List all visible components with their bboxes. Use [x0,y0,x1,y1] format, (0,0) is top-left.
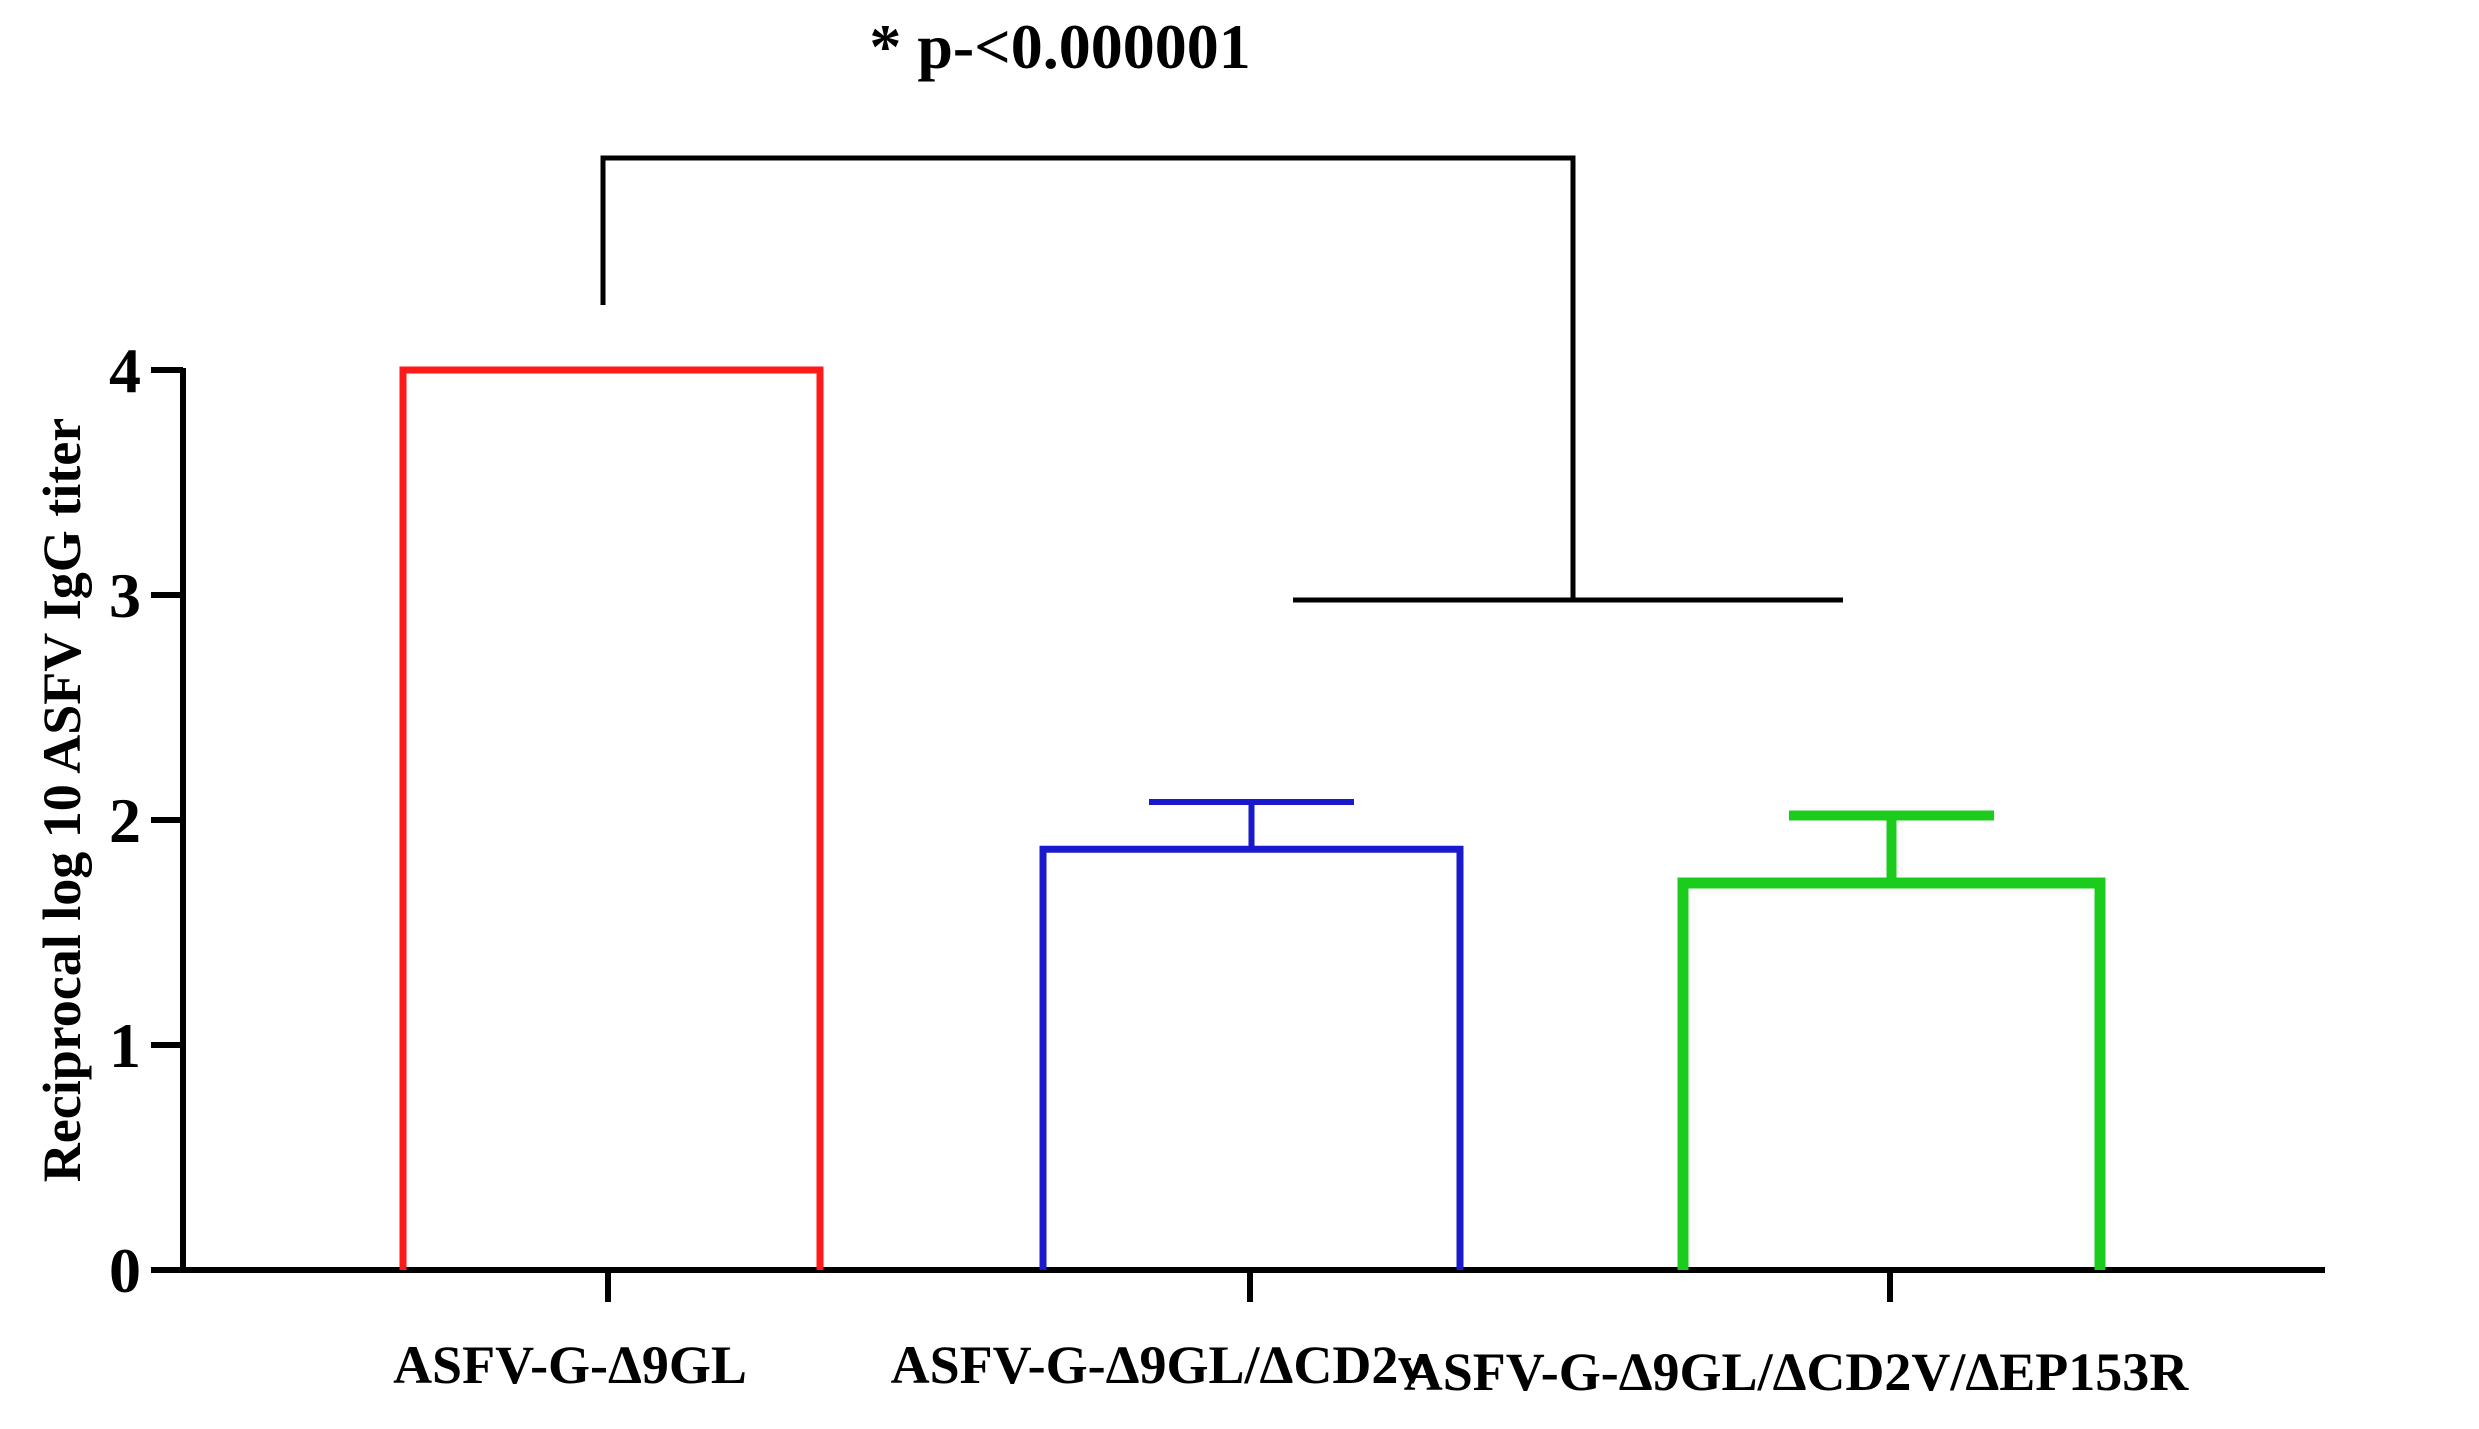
significance-annotation: * p-<0.000001 [600,11,1843,603]
y-axis-label: Reciprocal log 10 ASFV IgG titer [32,418,92,1182]
y-tick-label: 0 [109,1235,141,1306]
significance-label: * p-<0.000001 [869,11,1250,82]
bar [1039,845,1464,1270]
bar [399,366,824,1270]
y-tick-label: 1 [109,1010,141,1081]
x-tick-label: ASFV-G-Δ9GL/ΔCD2v [891,1335,1426,1395]
significance-bracket [600,155,1576,600]
bar [1677,877,2106,1270]
y-tick-label: 3 [109,560,141,631]
axes: 0 1 2 3 4 [109,335,2325,1306]
x-tick-label: ASFV-G-Δ9GL/ΔCD2V/ΔEP153R [1404,1342,2190,1402]
labels: Reciprocal log 10 ASFV IgG titer ASFV-G-… [32,418,2189,1402]
y-tick-label: 2 [109,785,141,856]
x-tick-label: ASFV-G-Δ9GL [393,1335,747,1395]
error-bars [1149,799,1994,883]
y-tick-label: 4 [109,335,141,406]
